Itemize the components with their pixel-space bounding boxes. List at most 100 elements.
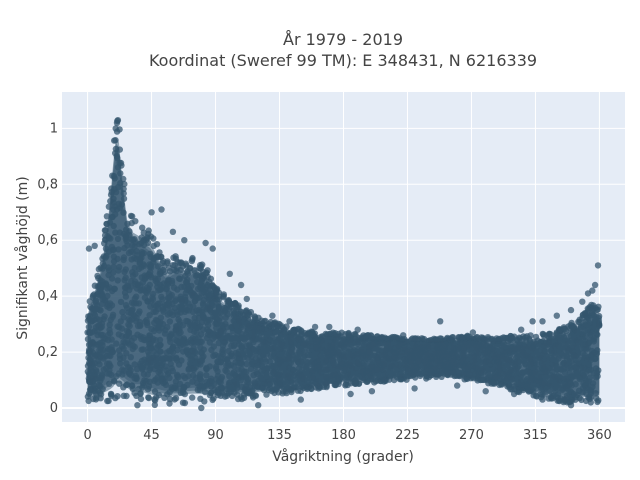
- data-point: [177, 259, 185, 266]
- data-point: [85, 397, 92, 405]
- x-tick-label: 180: [331, 428, 356, 443]
- outlier-point: [209, 245, 216, 252]
- data-point: [116, 126, 123, 133]
- data-point: [172, 395, 180, 402]
- data-point: [587, 399, 594, 406]
- chart-title-line1: År 1979 - 2019: [283, 30, 403, 49]
- data-point: [120, 392, 128, 399]
- data-point: [252, 392, 260, 399]
- data-point: [561, 325, 568, 333]
- outlier-point: [105, 203, 113, 210]
- data-point: [225, 297, 233, 305]
- data-point: [413, 336, 420, 343]
- y-tick-label: 1: [50, 121, 58, 136]
- data-point: [150, 235, 157, 242]
- data-point: [373, 333, 381, 340]
- data-point: [113, 119, 121, 127]
- data-point: [137, 395, 145, 403]
- outlier-point: [326, 323, 333, 331]
- x-tick-label: 90: [207, 428, 224, 443]
- data-point: [342, 382, 349, 389]
- data-point: [546, 330, 553, 337]
- data-point: [389, 333, 396, 341]
- outlier-point: [437, 318, 444, 325]
- data-point: [342, 331, 349, 338]
- data-point: [207, 275, 215, 282]
- data-point: [166, 400, 173, 407]
- x-axis-label: Vågriktning (grader): [272, 448, 414, 465]
- y-tick-label: 0,2: [37, 345, 58, 360]
- outlier-point: [134, 402, 141, 409]
- outlier-point: [91, 242, 98, 249]
- outlier-point: [482, 388, 489, 395]
- data-point: [362, 332, 370, 340]
- data-point: [437, 335, 444, 342]
- data-point: [139, 224, 146, 231]
- data-point: [540, 331, 547, 338]
- data-point: [576, 316, 583, 323]
- outlier-point: [567, 402, 575, 409]
- data-point: [301, 329, 308, 337]
- outlier-point: [589, 287, 596, 294]
- outlier-point: [169, 228, 177, 235]
- outlier-point: [591, 281, 599, 289]
- data-point: [233, 304, 241, 311]
- data-point: [209, 396, 216, 404]
- outlier-point: [368, 388, 376, 395]
- data-point: [327, 330, 334, 337]
- data-point: [197, 261, 204, 269]
- outlier-point: [529, 318, 536, 325]
- outlier-point: [411, 385, 418, 392]
- x-tick-label: 315: [523, 428, 548, 443]
- outlier-point: [553, 312, 560, 319]
- outlier-point: [181, 237, 188, 244]
- outlier-point: [255, 402, 262, 409]
- outlier-point: [286, 318, 293, 325]
- x-tick-label: 0: [83, 428, 91, 443]
- outlier-point: [400, 332, 407, 339]
- data-point: [170, 254, 177, 261]
- data-point: [133, 392, 140, 399]
- y-tick-labels: 0 0,2 0,4 0,6 0,8 1: [37, 121, 58, 416]
- data-point: [112, 394, 119, 402]
- data-points: [84, 117, 603, 412]
- data-point: [101, 227, 109, 234]
- y-axis-label: Signifikant våghöjd (m): [14, 176, 31, 339]
- data-point: [459, 334, 466, 341]
- outlier-point: [198, 404, 205, 412]
- data-point: [157, 253, 165, 261]
- data-point: [189, 394, 196, 401]
- data-point: [243, 309, 250, 316]
- outlier-point: [297, 396, 304, 403]
- x-tick-labels: 0 45 90 135 180 225 270 315 360: [83, 428, 611, 443]
- outlier-point: [148, 209, 155, 216]
- data-point: [151, 397, 159, 404]
- y-tick-label: 0,6: [37, 233, 58, 248]
- x-tick-label: 225: [395, 428, 420, 443]
- outlier-point: [354, 326, 361, 333]
- data-point: [179, 399, 187, 406]
- data-point: [90, 395, 97, 403]
- data-point: [220, 294, 227, 301]
- data-point: [568, 319, 575, 327]
- x-tick-label: 135: [267, 428, 292, 443]
- y-tick-label: 0: [50, 401, 58, 416]
- y-tick-label: 0,8: [37, 177, 58, 192]
- y-tick-label: 0,4: [37, 289, 58, 304]
- data-point: [593, 395, 600, 402]
- data-point: [171, 262, 178, 269]
- outlier-point: [237, 281, 245, 289]
- outlier-point: [243, 295, 250, 303]
- outlier-point: [85, 245, 93, 252]
- data-point: [572, 396, 579, 403]
- data-point: [140, 229, 147, 236]
- outlier-point: [454, 382, 461, 389]
- data-point: [523, 333, 531, 340]
- data-point: [294, 387, 302, 394]
- outlier-point: [347, 390, 354, 398]
- outlier-point: [311, 323, 319, 331]
- outlier-point: [107, 197, 114, 205]
- x-tick-label: 270: [459, 428, 484, 443]
- data-point: [296, 326, 303, 333]
